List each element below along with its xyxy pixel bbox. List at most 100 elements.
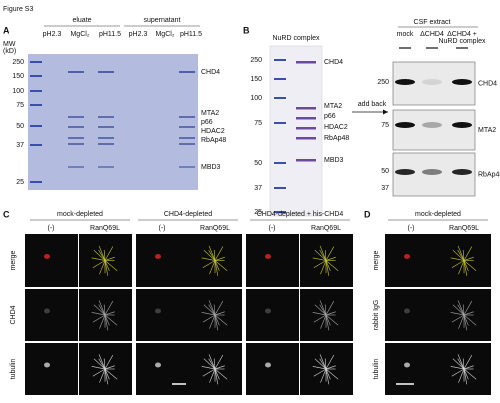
ladder-band — [30, 75, 42, 77]
aster-fiber — [450, 366, 465, 370]
aster-fiber — [463, 260, 469, 271]
aster-fiber — [463, 300, 473, 316]
aster-fiber — [91, 257, 106, 261]
aster-fiber — [104, 300, 114, 316]
column-label: (-) — [159, 225, 166, 232]
spot — [404, 362, 410, 368]
blot-band — [395, 79, 415, 85]
blot-band — [452, 169, 472, 175]
band — [296, 137, 316, 140]
aster-fiber — [93, 304, 106, 316]
mw-label: (kD) — [3, 48, 16, 55]
blot-label: MTA2 — [478, 127, 496, 134]
aster-fiber — [214, 260, 220, 271]
mw-value: 75 — [16, 102, 24, 109]
band — [179, 71, 195, 73]
aster-fiber — [463, 314, 468, 331]
aster-fiber — [462, 304, 465, 316]
micrograph — [385, 343, 438, 395]
aster-fiber — [214, 314, 219, 331]
ladder-band — [30, 125, 42, 127]
aster-fiber — [324, 358, 327, 370]
lane-label: pH2.3 — [43, 31, 62, 38]
aster-fiber — [314, 250, 327, 261]
aster-fiber — [214, 246, 224, 261]
micrograph — [136, 343, 189, 395]
aster-fiber — [98, 245, 106, 261]
mw-value: 100 — [12, 88, 24, 95]
aster-fiber — [463, 246, 473, 261]
aster-fiber — [325, 260, 331, 271]
band — [296, 61, 316, 64]
aster-fiber — [104, 354, 114, 370]
row-label: tubulin — [10, 359, 17, 380]
aster-fiber — [325, 260, 330, 276]
aster-fiber — [201, 312, 216, 316]
band — [98, 166, 114, 168]
gel — [269, 45, 323, 217]
micrograph — [136, 289, 189, 341]
band — [98, 71, 114, 73]
aster-fiber — [325, 368, 339, 380]
aster-fiber — [325, 300, 335, 316]
aster-fiber — [325, 368, 330, 385]
aster-fiber — [325, 246, 335, 261]
spot — [155, 254, 161, 259]
lane-label: ΔCHD4 + — [447, 31, 477, 38]
aster-fiber — [463, 354, 473, 370]
lane-label: MgCl₂ — [70, 31, 89, 38]
band — [296, 127, 316, 130]
mw-value: 150 — [12, 73, 24, 80]
aster-fiber — [319, 245, 327, 261]
aster-fiber — [201, 366, 216, 370]
blot-band — [452, 79, 472, 85]
micrograph — [246, 343, 299, 395]
aster-fiber — [208, 245, 216, 261]
aster-fiber — [209, 314, 216, 329]
aster-fiber — [213, 358, 216, 370]
blot-band — [395, 122, 415, 128]
aster-fiber — [457, 245, 465, 261]
band-label: RbAp48 — [201, 137, 226, 144]
aster-fiber — [104, 260, 110, 271]
ladder-band — [30, 144, 42, 146]
row-label: tubulin — [373, 359, 380, 380]
mw-value: 37 — [254, 185, 262, 192]
aster-fiber — [104, 246, 114, 261]
aster-fiber — [214, 368, 219, 385]
aster-fiber — [312, 257, 327, 261]
aster-fiber — [214, 314, 228, 326]
mw-value: 75 — [254, 120, 262, 127]
row-label: merge — [373, 250, 380, 270]
condition-label: mock-depleted — [57, 211, 103, 218]
band — [179, 137, 195, 139]
band — [98, 116, 114, 118]
band — [179, 166, 195, 168]
ladder-band — [274, 187, 286, 189]
aster-fiber — [463, 368, 469, 380]
band-label: HDAC2 — [201, 128, 225, 135]
band — [296, 117, 316, 120]
aster-fiber — [458, 260, 465, 275]
row-label: rabbit IgG — [373, 300, 380, 331]
mw-value: 75 — [381, 122, 389, 129]
spot — [265, 308, 271, 314]
aster-fiber — [92, 260, 106, 268]
aster-fiber — [92, 314, 106, 323]
mw-value: 25 — [16, 179, 24, 186]
band-label: p66 — [324, 113, 336, 120]
aster-fiber — [104, 314, 118, 326]
aster-fiber — [98, 354, 106, 370]
mw-value: 37 — [16, 142, 24, 149]
band-label: p66 — [201, 119, 213, 126]
aster-fiber — [319, 300, 327, 316]
aster-fiber — [104, 368, 110, 380]
aster-fiber — [99, 368, 106, 383]
arrow-head — [383, 109, 388, 115]
aster-fiber — [463, 260, 468, 276]
column-label: RanQ69L — [90, 225, 120, 232]
aster-fiber — [325, 314, 330, 331]
aster-fiber — [214, 365, 225, 370]
aster-fiber — [452, 358, 465, 370]
aster-fiber — [462, 249, 465, 261]
